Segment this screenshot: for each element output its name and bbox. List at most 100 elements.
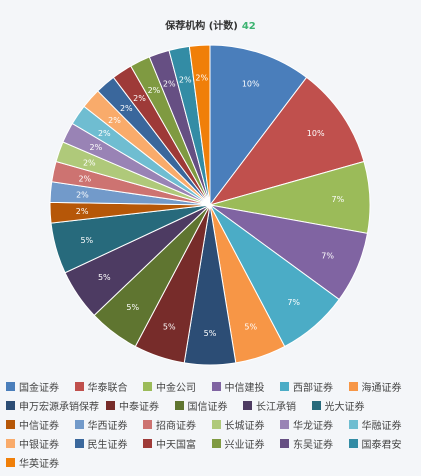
pie-data-label-12: 2%	[76, 191, 89, 200]
pie-data-label-7: 5%	[163, 322, 176, 331]
legend-item-20[interactable]: 兴业证券	[211, 435, 281, 452]
pie-data-label-6: 5%	[204, 329, 217, 338]
legend-item-11[interactable]: 中信证券	[6, 416, 75, 433]
legend-label-19: 中天国富	[156, 440, 196, 451]
legend-item-0[interactable]: 国金证券	[6, 378, 75, 395]
legend-label-17: 中银证券	[19, 440, 59, 451]
legend-label-4: 西部证券	[293, 383, 333, 394]
pie-data-label-5: 5%	[244, 322, 257, 331]
pie-data-label-16: 2%	[98, 129, 111, 138]
legend-swatch-13	[143, 420, 152, 429]
legend-swatch-21	[280, 439, 289, 448]
legend-label-20: 兴业证券	[224, 440, 265, 451]
legend-swatch-23	[6, 458, 15, 467]
legend-swatch-7	[106, 401, 115, 410]
legend-swatch-22	[348, 439, 358, 448]
pie-data-label-19: 2%	[133, 94, 146, 103]
chart-title-text: 保荐机构 (计数)	[165, 21, 238, 32]
legend-label-16: 华融证券	[361, 421, 402, 432]
legend-item-6[interactable]: 申万宏源承销保荐	[6, 397, 106, 414]
legend-label-7: 中泰证券	[119, 402, 159, 413]
legend-label-12: 华西证券	[87, 421, 128, 432]
legend-swatch-6	[6, 401, 15, 410]
pie-data-label-13: 2%	[78, 174, 91, 183]
legend-item-16[interactable]: 华融证券	[348, 416, 418, 433]
legend-swatch-10	[311, 401, 321, 410]
legend-label-15: 华龙证券	[293, 421, 333, 432]
legend-swatch-4	[280, 382, 289, 391]
pie-slice-23[interactable]	[188, 44, 211, 206]
legend-item-1[interactable]: 华泰联合	[74, 378, 144, 395]
legend-item-8[interactable]: 国信证券	[174, 397, 244, 414]
legend-item-14[interactable]: 长城证券	[211, 416, 281, 433]
legend-swatch-1	[74, 382, 84, 391]
legend-swatch-14	[211, 420, 221, 429]
chart-legend: 国金证券 华泰联合 中金公司 中信建投 西部证券 海通证券申万宏源承销保荐 中泰证券 国信证券…	[6, 378, 418, 471]
legend-swatch-2	[143, 382, 152, 391]
legend-item-9[interactable]: 长江承销	[243, 397, 312, 414]
legend-label-3: 中信建投	[224, 383, 265, 394]
legend-label-11: 中信证券	[19, 421, 59, 432]
legend-item-5[interactable]: 海通证券	[348, 378, 418, 395]
legend-swatch-3	[211, 382, 221, 391]
pie-data-label-23: 2%	[195, 73, 208, 82]
pie-data-label-3: 7%	[321, 251, 334, 260]
legend-swatch-15	[280, 420, 289, 429]
legend-swatch-5	[348, 382, 358, 391]
pie-data-label-22: 2%	[179, 75, 192, 84]
legend-swatch-18	[74, 439, 84, 448]
legend-label-9: 长江承销	[256, 402, 296, 413]
legend-label-6: 申万宏源承销保荐	[19, 402, 99, 413]
legend-swatch-19	[143, 439, 152, 448]
pie-data-label-18: 2%	[120, 104, 133, 113]
pie-data-label-2: 7%	[331, 195, 344, 204]
legend-swatch-9	[243, 401, 252, 410]
legend-swatch-17	[6, 439, 15, 448]
legend-item-12[interactable]: 华西证券	[74, 416, 144, 433]
legend-label-23: 华英证券	[19, 459, 59, 470]
legend-item-18[interactable]: 民生证券	[74, 435, 144, 452]
pie-data-label-20: 2%	[148, 86, 161, 95]
legend-item-7[interactable]: 中泰证券	[106, 397, 175, 414]
legend-item-4[interactable]: 西部证券	[280, 378, 349, 395]
pie-slice-0[interactable]	[209, 44, 308, 207]
pie-data-label-4: 7%	[287, 298, 300, 307]
legend-swatch-0	[6, 382, 15, 391]
legend-swatch-16	[348, 420, 358, 429]
legend-item-2[interactable]: 中金公司	[143, 378, 212, 395]
chart-title-count: 42	[241, 21, 256, 32]
legend-item-3[interactable]: 中信建投	[211, 378, 281, 395]
legend-item-15[interactable]: 华龙证券	[280, 416, 349, 433]
legend-label-21: 东吴证券	[293, 440, 333, 451]
pie-data-label-21: 2%	[163, 80, 176, 89]
chart-title: 保荐机构 (计数) 42	[0, 17, 421, 32]
legend-label-5: 海通证券	[361, 383, 402, 394]
legend-item-23[interactable]: 华英证券	[6, 454, 75, 471]
pie-data-label-14: 2%	[83, 158, 96, 167]
legend-label-2: 中金公司	[156, 383, 196, 394]
pie-slice-1[interactable]	[208, 76, 365, 206]
legend-item-22[interactable]: 国泰君安	[348, 435, 418, 452]
pie-data-label-0: 10%	[242, 80, 260, 89]
legend-label-18: 民生证券	[87, 440, 128, 451]
legend-label-14: 长城证券	[224, 421, 265, 432]
pie-data-label-17: 2%	[108, 116, 121, 125]
pie-data-label-10: 5%	[80, 236, 93, 245]
legend-item-13[interactable]: 招商证券	[143, 416, 212, 433]
pie-data-label-8: 5%	[126, 303, 139, 312]
pie-data-label-9: 5%	[98, 273, 111, 282]
pie-chart: 10%10%7%7%7%5%5%5%5%5%5%2%2%2%2%2%2%2%2%…	[49, 44, 371, 366]
legend-item-17[interactable]: 中银证券	[6, 435, 75, 452]
legend-label-10: 光大证券	[324, 402, 365, 413]
legend-label-0: 国金证券	[19, 383, 59, 394]
legend-item-10[interactable]: 光大证券	[311, 397, 381, 414]
pie-data-label-1: 10%	[307, 129, 325, 138]
legend-item-21[interactable]: 东吴证券	[280, 435, 349, 452]
legend-swatch-12	[74, 420, 84, 429]
legend-swatch-20	[211, 439, 221, 448]
legend-swatch-8	[174, 401, 184, 410]
pie-data-label-11: 2%	[76, 207, 89, 216]
legend-label-22: 国泰君安	[361, 440, 402, 451]
legend-label-13: 招商证券	[156, 421, 196, 432]
legend-item-19[interactable]: 中天国富	[143, 435, 212, 452]
